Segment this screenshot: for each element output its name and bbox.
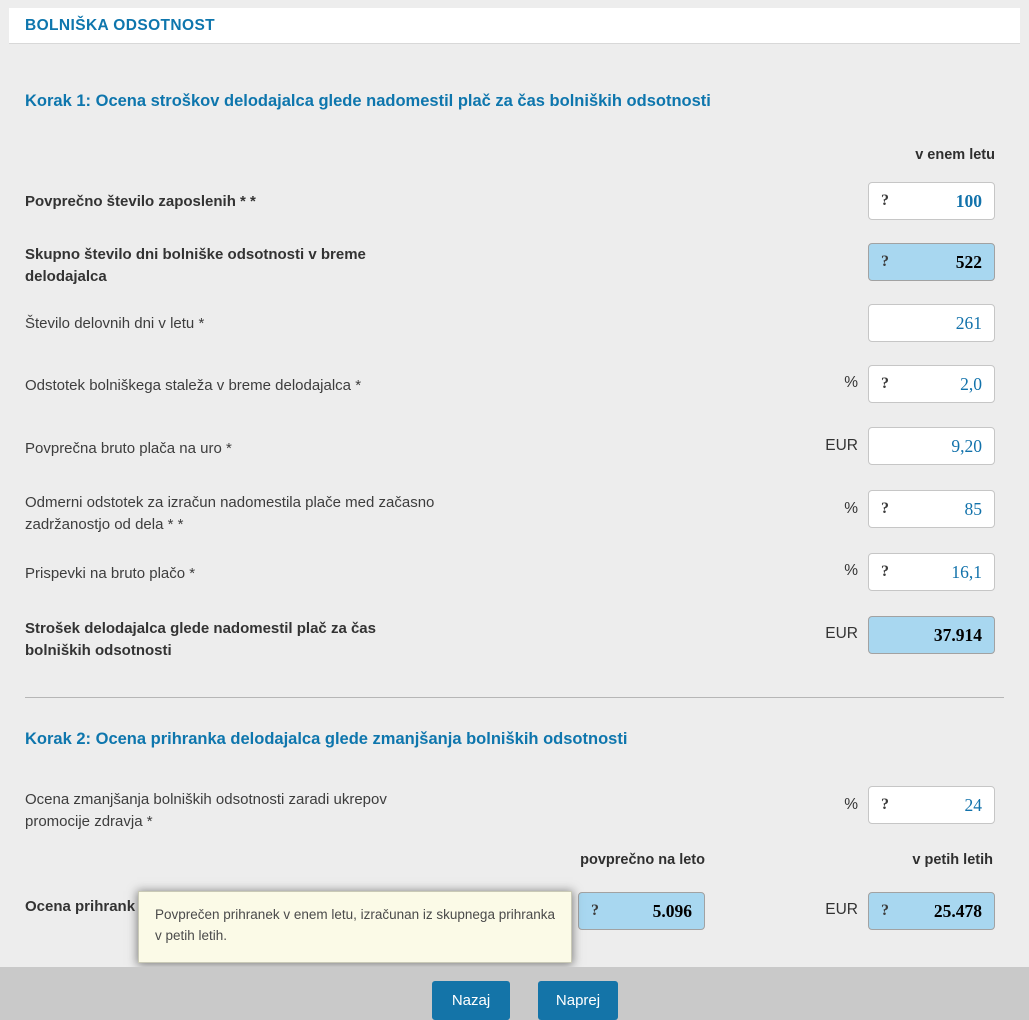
help-icon[interactable]: ?: [881, 253, 889, 270]
unit-label: EUR: [825, 437, 858, 454]
label-compensation-percent: Odmerni odstotek za izračun nadomestila …: [25, 494, 435, 533]
field-value: 2,0: [960, 373, 982, 394]
help-icon[interactable]: ?: [881, 375, 889, 392]
unit-label: %: [844, 796, 858, 813]
page-title: BOLNIŠKA ODSOTNOST: [25, 16, 216, 34]
help-icon[interactable]: ?: [881, 563, 889, 580]
field-value: 16,1: [951, 561, 982, 582]
footer-bar: [0, 967, 1029, 1020]
column-header-five-years: v petih letih: [912, 852, 993, 868]
input-average-employees[interactable]: ? 100: [868, 182, 995, 220]
column-header-avg-year: povprečno na leto: [580, 852, 705, 868]
label-working-days: Število delovnih dni v letu *: [25, 315, 205, 332]
unit-label: EUR: [825, 901, 858, 918]
step2-heading: Korak 2: Ocena prihranka delodajalca gle…: [25, 730, 628, 748]
input-working-days[interactable]: 261: [868, 304, 995, 342]
help-icon[interactable]: ?: [881, 902, 889, 919]
help-icon[interactable]: ?: [881, 796, 889, 813]
input-reduction-estimate[interactable]: ? 24: [868, 786, 995, 824]
field-value: 24: [964, 794, 983, 815]
label-gross-hourly-wage: Povprečna bruto plača na uro *: [25, 440, 232, 457]
label-total-sick-days: Skupno število dni bolniške odsotnosti v…: [25, 246, 366, 285]
label-contributions: Prispevki na bruto plačo *: [25, 565, 196, 582]
label-sick-leave-percent: Odstotek bolniškega staleža v breme delo…: [25, 377, 362, 394]
output-total-sick-days: ? 522: [868, 243, 995, 281]
input-gross-hourly-wage[interactable]: 9,20: [868, 427, 995, 465]
input-contributions[interactable]: ? 16,1: [868, 553, 995, 591]
label-employer-cost: Strošek delodajalca glede nadomestil pla…: [25, 620, 376, 659]
next-button[interactable]: Naprej: [538, 981, 618, 1020]
output-savings-five-years: ? 25.478: [868, 892, 995, 930]
field-value: 85: [964, 498, 983, 519]
unit-label: %: [844, 374, 858, 391]
unit-label: EUR: [825, 625, 858, 642]
label-savings-estimate: Ocena prihrank: [25, 898, 136, 915]
tooltip-text: Povprečen prihranek v enem letu, izračun…: [155, 907, 555, 943]
field-value: 5.096: [652, 900, 692, 921]
output-savings-average-year: ? 5.096: [578, 892, 705, 930]
input-compensation-percent[interactable]: ? 85: [868, 490, 995, 528]
label-reduction-estimate: Ocena zmanjšanja bolniških odsotnosti za…: [25, 791, 387, 830]
output-employer-cost: 37.914: [868, 616, 995, 654]
input-sick-leave-percent[interactable]: ? 2,0: [868, 365, 995, 403]
field-value: 522: [955, 251, 982, 272]
tooltip: Povprečen prihranek v enem letu, izračun…: [138, 891, 572, 963]
column-header-one-year: v enem letu: [915, 147, 995, 163]
label-average-employees: Povprečno število zaposlenih * *: [25, 193, 256, 210]
help-icon[interactable]: ?: [881, 192, 889, 209]
back-button[interactable]: Nazaj: [432, 981, 510, 1020]
field-value: 25.478: [933, 900, 982, 921]
field-value: 100: [955, 190, 982, 211]
field-value: 261: [955, 312, 982, 333]
section-divider: [25, 697, 1004, 698]
unit-label: %: [844, 500, 858, 517]
help-icon[interactable]: ?: [591, 902, 599, 919]
step1-heading: Korak 1: Ocena stroškov delodajalca gled…: [25, 92, 711, 110]
title-bar: BOLNIŠKA ODSOTNOST: [9, 8, 1020, 44]
unit-label: %: [844, 562, 858, 579]
field-value: 9,20: [951, 435, 982, 456]
field-value: 37.914: [933, 624, 982, 645]
help-icon[interactable]: ?: [881, 500, 889, 517]
